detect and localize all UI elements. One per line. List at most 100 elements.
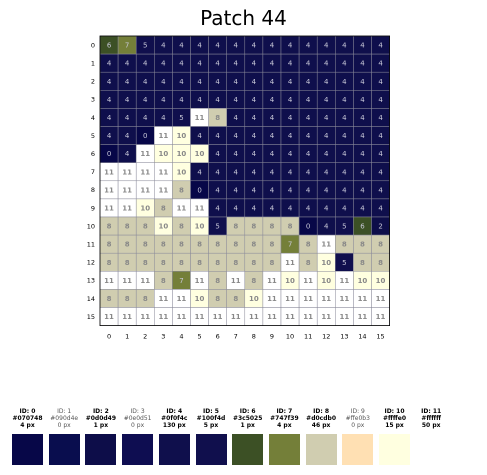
cell-label: 7 [125, 42, 129, 50]
x-tick-label: 15 [376, 333, 384, 340]
cell-label: 4 [342, 168, 347, 176]
y-tick-label: 0 [91, 41, 95, 49]
cell-label: 8 [215, 114, 220, 122]
cell-label: 4 [270, 78, 275, 86]
y-tick-label: 9 [91, 204, 95, 212]
cell-label: 4 [342, 114, 347, 122]
cell-label: 11 [231, 277, 241, 285]
cell-label: 4 [306, 168, 311, 176]
cell-label: 8 [143, 259, 148, 267]
cell-label: 11 [358, 295, 368, 303]
cell-label: 11 [158, 168, 168, 176]
cell-label: 4 [324, 60, 329, 68]
cell-label: 11 [140, 150, 150, 158]
cell-label: 5 [143, 42, 147, 50]
cell-label: 4 [107, 114, 112, 122]
x-tick-label: 7 [234, 333, 238, 340]
cell-label: 11 [303, 295, 313, 303]
cell-label: 8 [161, 241, 166, 249]
cell-label: 4 [378, 168, 383, 176]
cell-label: 11 [285, 313, 295, 321]
cell-label: 4 [306, 42, 311, 50]
x-tick-label: 9 [270, 333, 274, 340]
cell-label: 10 [177, 132, 187, 140]
cell-label: 4 [270, 96, 275, 104]
cell-label: 4 [360, 114, 365, 122]
cell-label: 4 [378, 60, 383, 68]
cell-label: 11 [104, 168, 114, 176]
cell-label: 11 [339, 295, 349, 303]
cell-label: 4 [288, 168, 293, 176]
cell-label: 11 [122, 313, 132, 321]
cell-label: 8 [306, 259, 311, 267]
cell-label: 4 [270, 150, 275, 158]
cell-label: 4 [306, 204, 311, 212]
cell-label: 4 [342, 96, 347, 104]
cell-label: 4 [215, 168, 220, 176]
cell-label: 4 [179, 42, 184, 50]
cell-label: 4 [234, 204, 239, 212]
cell-label: 4 [215, 60, 220, 68]
cell-label: 11 [104, 313, 114, 321]
cell-label: 11 [376, 313, 386, 321]
cell-label: 11 [321, 241, 331, 249]
cell-label: 4 [288, 150, 293, 158]
cell-label: 8 [107, 295, 112, 303]
legend-swatch [232, 434, 263, 465]
heatmap-grid: 6 7 5 4 4 4 4 4 4 4 4 4 4 4 4 4 4 4 4 4 4 4 4 4 4 4 4 4 4 4 4 4 4 4 4 4 4 4 4 4… [0, 0, 487, 340]
cell-label: 4 [306, 60, 311, 68]
cell-label: 4 [234, 150, 239, 158]
cell-label: 4 [378, 204, 383, 212]
cell-label: 4 [378, 186, 383, 194]
legend-swatch [85, 434, 116, 465]
cell-label: 4 [288, 96, 293, 104]
cell-label: 8 [161, 277, 166, 285]
cell-label: 4 [125, 78, 130, 86]
cell-label: 4 [125, 114, 130, 122]
cell-label: 11 [158, 186, 168, 194]
cell-label: 8 [143, 295, 148, 303]
x-tick-label: 2 [143, 333, 147, 340]
y-tick-label: 10 [87, 222, 95, 230]
cell-label: 4 [270, 204, 275, 212]
x-tick-label: 6 [216, 333, 220, 340]
x-tick-label: 3 [161, 333, 165, 340]
cell-label: 8 [233, 295, 238, 303]
cell-label: 4 [161, 60, 166, 68]
y-tick-label: 11 [87, 240, 95, 248]
cell-label: 10 [158, 223, 168, 231]
x-tick-label: 12 [322, 333, 330, 340]
cell-label: 4 [324, 114, 329, 122]
cell-label: 4 [360, 150, 365, 158]
cell-label: 4 [378, 96, 383, 104]
cell-label: 4 [107, 132, 112, 140]
cell-label: 4 [288, 60, 293, 68]
cell-label: 4 [252, 186, 257, 194]
cell-label: 8 [179, 241, 184, 249]
cell-label: 8 [215, 259, 220, 267]
legend-hex: #ffffff [401, 415, 461, 422]
cell-label: 4 [324, 132, 329, 140]
cell-label: 10 [249, 295, 259, 303]
cell-label: 11 [267, 313, 277, 321]
cell-label: 10 [195, 223, 205, 231]
x-tick-label: 1 [125, 333, 129, 340]
cell-label: 11 [158, 313, 168, 321]
y-tick-label: 1 [91, 59, 95, 67]
cell-label: 11 [195, 277, 205, 285]
cell-label: 8 [125, 241, 130, 249]
cell-label: 8 [143, 223, 148, 231]
cell-label: 8 [233, 241, 238, 249]
y-tick-label: 15 [87, 313, 95, 321]
cell-label: 4 [360, 204, 365, 212]
x-tick-label: 5 [197, 333, 201, 340]
cell-label: 4 [215, 204, 220, 212]
cell-label: 4 [324, 96, 329, 104]
cell-label: 4 [342, 132, 347, 140]
cell-label: 4 [197, 96, 202, 104]
cell-label: 11 [321, 313, 331, 321]
cell-label: 8 [306, 241, 311, 249]
cell-label: 8 [179, 186, 184, 194]
cell-label: 4 [252, 78, 257, 86]
legend-swatch [12, 434, 43, 465]
